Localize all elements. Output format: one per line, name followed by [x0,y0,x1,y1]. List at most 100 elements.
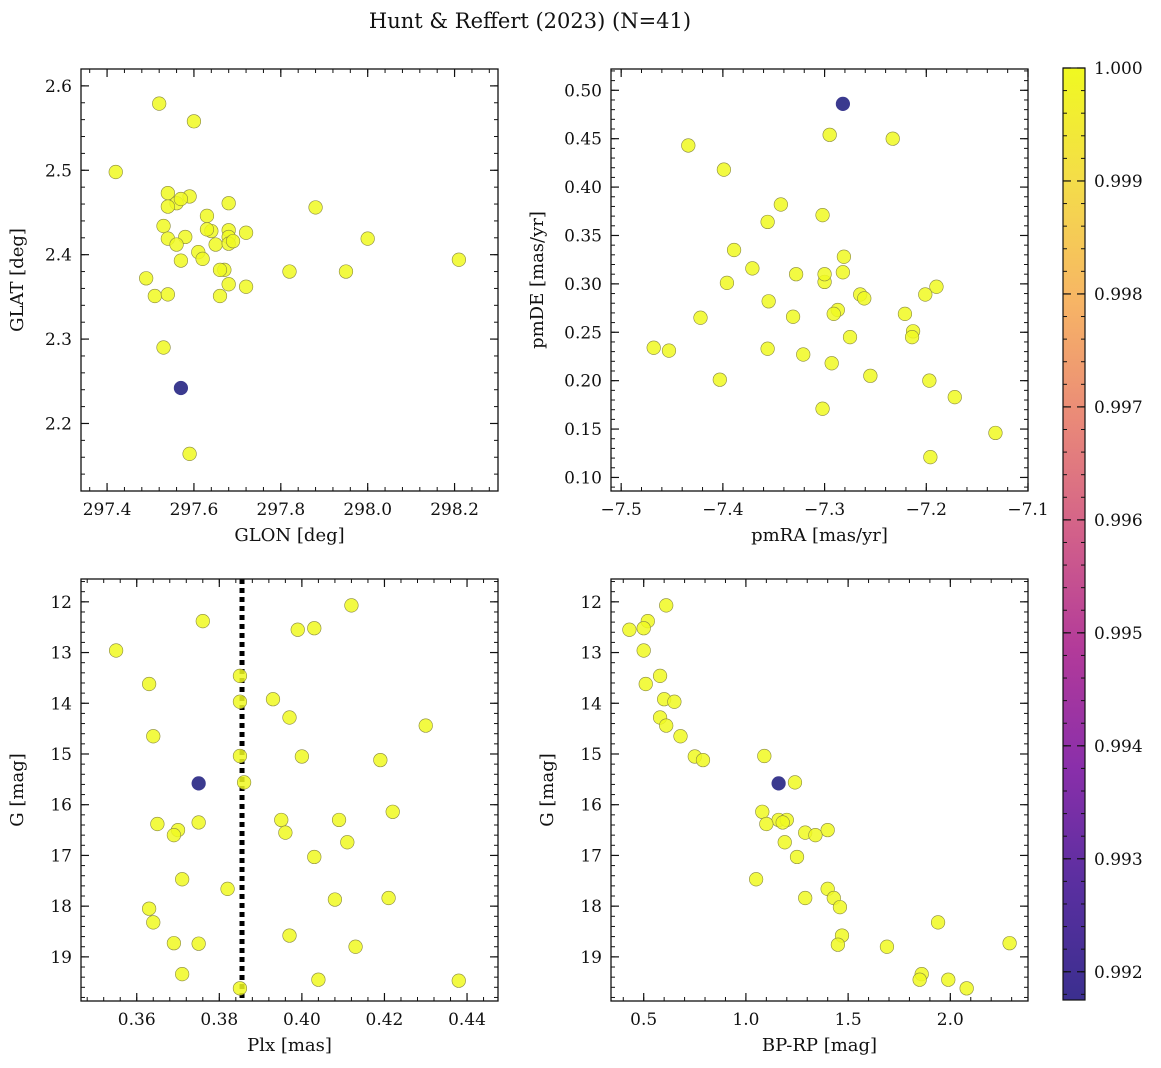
data-point [815,208,830,223]
panel-pm: −7.5 −7.4 −7.3 −7.2 −7.1 0.10 0.15 0.20 0.25 0.30… [527,68,1049,546]
data-point [922,373,937,388]
data-point [290,622,305,637]
data-point [152,96,167,111]
data-point [681,138,696,153]
scatter-points [646,96,1003,465]
data-point [212,288,228,304]
data-point [311,972,326,987]
data-point [947,390,962,405]
data-point [912,972,927,987]
data-point [307,849,322,865]
data-point [959,981,974,996]
panel-sky: 297.4 297.6 297.8 298.0 298.2 2.2 2.3 2.4 2.5 2.6… [7,68,499,546]
data-point [191,815,206,830]
y-tick-label: 16 [580,796,602,816]
colorbar-tick-label: 0.993 [1094,850,1143,870]
data-point [199,222,215,237]
y-tick-label: 0.45 [564,130,602,150]
data-point [451,252,467,267]
plot-frame [610,578,1029,1002]
data-point [652,668,668,683]
data-point [282,264,297,279]
x-tick-label: −7.2 [906,500,947,520]
y-tick-label: 0.10 [564,468,602,488]
data-point [757,748,772,764]
x-axis-label: Plx [mas] [247,1035,332,1056]
data-point [622,622,637,637]
data-point [327,892,343,907]
data-point [923,450,938,465]
y-tick-label: 12 [50,593,72,613]
y-tick-label: 13 [50,644,72,664]
data-point [282,928,297,943]
panel-cmd: 0.5 1.0 1.5 2.0 12 13 14 15 16 17 18 19 BP-RP [mag] G… [537,578,1029,1056]
data-point [904,330,920,345]
data-point [232,748,248,764]
data-point [221,196,236,211]
data-point [761,294,776,309]
data-point [160,287,175,302]
y-tick-label: 0.40 [564,178,602,198]
data-point [759,816,774,832]
data-point [1002,936,1017,951]
x-tick-label: 0.42 [366,1010,404,1030]
y-tick-label: 2.6 [45,77,72,97]
data-point [166,828,181,843]
data-point [842,330,858,345]
data-point [265,692,281,707]
data-point [147,288,162,304]
y-tick-label: 0.35 [564,226,602,246]
data-point [195,613,210,629]
plot-frame [80,68,499,492]
data-point [232,668,248,683]
data-point [755,804,770,819]
data-point [695,752,711,768]
data-point [156,218,171,234]
y-tick-label: 2.2 [45,414,72,434]
y-tick-label: 2.4 [45,246,72,266]
data-point [142,676,157,692]
x-tick-label: 297.4 [83,500,132,520]
data-point [941,972,956,987]
data-point [760,341,775,356]
colorbar-tick-label: 0.998 [1094,285,1143,305]
x-tick-label: 0.40 [283,1010,321,1030]
data-point [160,199,175,214]
data-point [789,267,804,282]
y-tick-label: 0.30 [564,275,602,295]
data-point [208,237,223,252]
data-point [789,849,805,865]
data-point [638,676,653,692]
data-point [836,249,852,264]
x-tick-label: −7.4 [702,500,743,520]
y-tick-label: 16 [50,796,72,816]
data-point [308,200,323,215]
data-point [929,279,944,294]
data-point [331,812,347,828]
x-axis-label: pmRA [mas/yr] [751,525,888,546]
data-point [146,915,161,930]
y-tick-label: 18 [50,897,72,917]
data-point [719,275,735,291]
data-point [146,729,161,744]
x-tick-label: 0.44 [448,1010,486,1030]
scatter-points [622,598,1017,996]
data-point [232,981,248,996]
outlier-point [835,96,850,111]
data-point [659,598,674,613]
data-point [451,973,466,988]
data-point [175,967,190,982]
y-tick-label: 14 [580,694,602,714]
data-point [897,306,913,321]
colorbar-tick-label: 1.000 [1094,59,1143,79]
data-point [139,271,154,286]
y-tick-label: 0.50 [564,81,602,101]
data-point [307,621,322,636]
y-axis-label: G [mag] [537,753,558,826]
y-tick-label: 13 [580,644,602,664]
data-point [817,267,832,282]
data-point [775,815,790,830]
x-tick-label: −7.5 [601,500,642,520]
data-point [338,264,354,279]
data-point [826,306,841,321]
